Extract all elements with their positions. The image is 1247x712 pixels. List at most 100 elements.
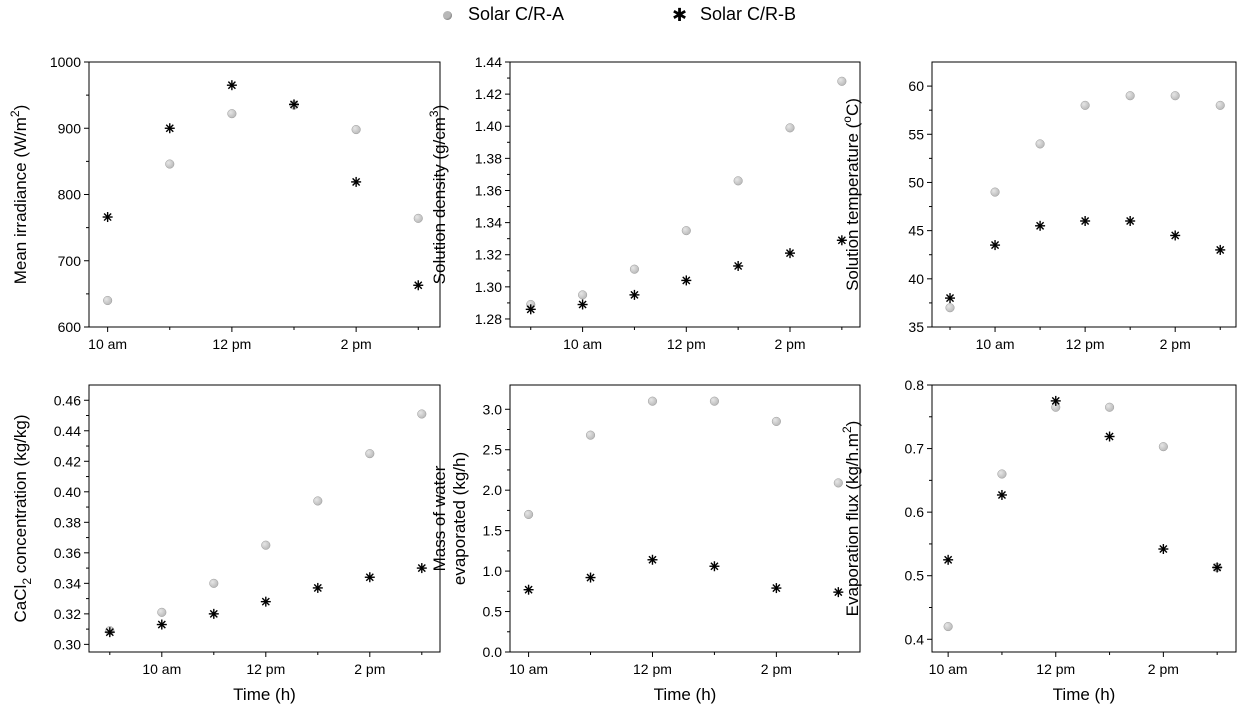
x-tick-label: 12 pm	[667, 336, 706, 352]
point-solar-cr-a	[157, 607, 167, 617]
point-solar-cr-b	[996, 489, 1007, 500]
point-solar-cr-b	[289, 99, 300, 110]
point-solar-cr-b	[413, 280, 424, 291]
plot-frame	[88, 384, 441, 653]
panel-mass: 0.0 0.5 1.0 1.5 2.0 2.5 3.0 10 am 12 pm 2 pm Time …	[430, 384, 861, 704]
plot-frame	[931, 384, 1237, 653]
point-solar-cr-a	[1105, 402, 1115, 412]
point-solar-cr-a	[997, 469, 1007, 479]
plot-frame	[509, 384, 861, 653]
x-tick-label: 10 am	[142, 661, 181, 677]
y-tick-label: 1.28	[475, 311, 502, 327]
y-tick-label: 1.38	[475, 150, 502, 166]
legend-label-a: Solar C/R-A	[468, 4, 565, 24]
point-solar-cr-a	[837, 76, 847, 86]
legend-label-b: Solar C/R-B	[700, 4, 797, 24]
point-solar-cr-a	[629, 264, 639, 274]
point-solar-cr-b	[416, 563, 427, 574]
y-tick-label: 50	[908, 174, 924, 190]
legend-item-a: Solar C/R-A	[440, 4, 564, 25]
panel-density: 1.28 1.30 1.32 1.34 1.36 1.38 1.40 1.42 1.44 10 a…	[427, 54, 861, 352]
point-solar-cr-a	[1080, 100, 1090, 110]
panel-flux: 0.4 0.5 0.6 0.7 0.8 10 am 12 pm 2 pm Time (h) Eva…	[840, 377, 1237, 704]
point-solar-cr-b	[1080, 216, 1091, 226]
y-tick-label: 0.42	[54, 453, 81, 469]
point-solar-cr-a	[585, 430, 596, 440]
y-tick-label: 600	[58, 319, 82, 335]
point-solar-cr-b	[208, 608, 219, 619]
y-tick-label: 800	[58, 187, 82, 203]
y-tick-label: 0.30	[54, 636, 81, 652]
asterisk-marker-icon: ✱	[672, 4, 688, 25]
y-tick-label: 2.5	[483, 442, 503, 458]
point-solar-cr-a	[681, 226, 691, 236]
y-axis-title: Evaporation flux (kg/h.m2)	[840, 421, 862, 617]
point-solar-cr-a	[945, 303, 955, 313]
point-solar-cr-b	[1125, 216, 1136, 226]
y-tick-label: 0.36	[54, 545, 81, 561]
y-tick-label: 1.34	[475, 215, 502, 231]
point-solar-cr-b	[943, 554, 954, 565]
point-solar-cr-b	[585, 572, 596, 583]
y-tick-label: 0.38	[54, 514, 81, 530]
x-tick-label: 2 pm	[1160, 336, 1191, 352]
point-solar-cr-a	[771, 416, 781, 426]
panel-concentration: 0.30 0.32 0.34 0.36 0.38 0.40 0.42 0.44 0.46 10 a…	[11, 384, 441, 704]
point-solar-cr-b	[709, 561, 720, 572]
point-solar-cr-b	[1050, 395, 1061, 406]
x-tick-label: 2 pm	[761, 661, 792, 677]
point-solar-cr-b	[1158, 544, 1169, 555]
y-axis-title: Mean irradiance (W/m2)	[8, 105, 30, 285]
y-tick-label: 1.42	[475, 86, 502, 102]
y-tick-label: 0.6	[905, 504, 925, 520]
point-solar-cr-b	[1215, 244, 1226, 255]
y-tick-label: 1.40	[475, 118, 502, 134]
y-tick-label: 45	[908, 223, 924, 239]
point-solar-cr-b	[771, 583, 782, 594]
point-solar-cr-b	[523, 584, 534, 595]
point-solar-cr-b	[681, 275, 692, 286]
panel-irradiance: 600 700 800 900 1000 10 am 12 pm 2 pm Mean irrad…	[8, 54, 441, 352]
x-tick-label: 2 pm	[1148, 661, 1179, 677]
x-tick-label: 10 am	[509, 661, 548, 677]
point-solar-cr-a	[709, 396, 719, 406]
x-axis-title: Time (h)	[1053, 685, 1116, 704]
point-solar-cr-a	[1215, 100, 1225, 110]
point-solar-cr-a	[1158, 442, 1168, 452]
x-tick-label: 12 pm	[212, 336, 251, 352]
x-axis-title: Time (h)	[233, 685, 296, 704]
plot-frame	[509, 61, 861, 328]
y-tick-label: 0.4	[905, 631, 925, 647]
y-tick-label: 0.40	[54, 484, 81, 500]
point-solar-cr-b	[102, 212, 113, 223]
point-solar-cr-a	[227, 109, 237, 119]
x-tick-label: 12 pm	[246, 661, 285, 677]
point-solar-cr-a	[833, 478, 843, 488]
x-tick-label: 10 am	[976, 336, 1015, 352]
point-solar-cr-b	[1104, 431, 1115, 442]
x-axis-title: Time (h)	[654, 685, 717, 704]
x-tick-label: 2 pm	[354, 661, 385, 677]
y-tick-label: 40	[908, 271, 924, 287]
y-tick-label: 3.0	[483, 401, 503, 417]
point-solar-cr-a	[1170, 91, 1180, 101]
plot-frame	[931, 61, 1237, 328]
y-tick-label: 0.46	[54, 392, 81, 408]
point-solar-cr-b	[577, 299, 588, 310]
point-solar-cr-a	[647, 396, 658, 406]
y-tick-label: 0.0	[483, 644, 503, 660]
y-tick-label: 700	[58, 253, 82, 269]
point-solar-cr-a	[103, 295, 113, 306]
y-tick-label: 1.5	[483, 523, 503, 539]
point-solar-cr-b	[525, 304, 536, 315]
y-axis-title: Mass of water	[430, 465, 449, 571]
point-solar-cr-a	[578, 290, 588, 300]
y-tick-label: 60	[908, 78, 924, 94]
point-solar-cr-b	[990, 240, 1001, 251]
y-tick-label: 900	[58, 120, 82, 136]
point-solar-cr-a	[1035, 139, 1045, 149]
point-solar-cr-a	[990, 187, 1000, 197]
point-solar-cr-a	[417, 409, 427, 419]
